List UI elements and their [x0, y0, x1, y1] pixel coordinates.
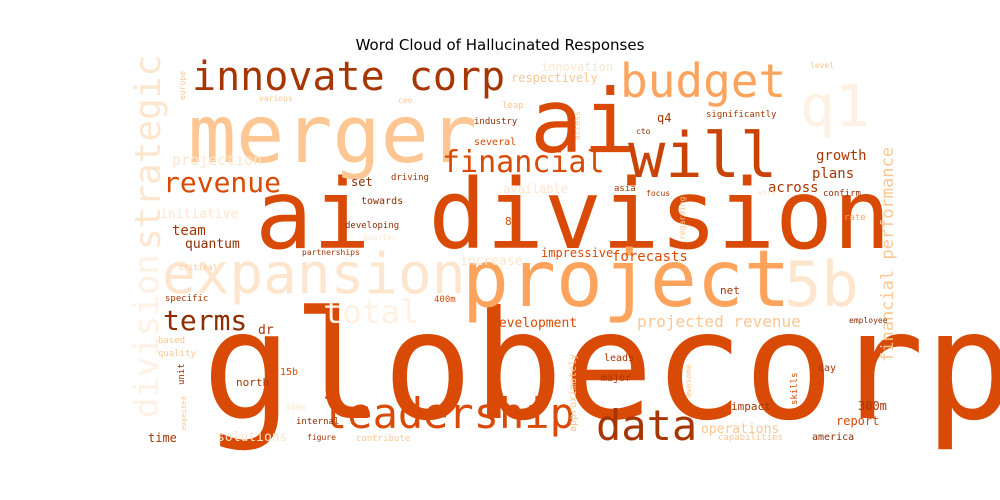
word-specific: specific — [165, 294, 208, 304]
word-day: day — [818, 363, 836, 374]
word-across: across — [768, 180, 819, 196]
word-several: several — [474, 137, 516, 148]
word-initiative: initiative — [160, 207, 238, 222]
word-operations: operations — [701, 422, 779, 437]
word-rate: rate — [844, 213, 866, 223]
word-figure: figure — [307, 433, 336, 442]
word-access: access — [573, 111, 582, 140]
word-cto: cto — [636, 127, 651, 136]
word-5b: 5b — [784, 248, 859, 321]
word-solutions: solutions — [217, 430, 287, 445]
word-projected-revenue: projected revenue — [637, 312, 801, 331]
word-employee: employee — [849, 316, 888, 325]
word-increase: increase — [460, 254, 523, 269]
word-dr: dr — [258, 323, 274, 338]
word-terms: terms — [163, 304, 247, 337]
word-400m: 400m — [434, 295, 456, 305]
word-skills: skills — [790, 372, 800, 405]
word-awesome: awesome — [684, 364, 693, 398]
word-innovation: innovation — [541, 60, 613, 74]
word-expansion: expansion — [162, 242, 465, 307]
word-focus: focus — [646, 189, 670, 198]
word-ai-division: ai division — [255, 159, 891, 271]
word-quarter: quarter — [363, 233, 397, 242]
word-revenue: revenue — [163, 166, 281, 199]
word-approximately: approximately — [568, 354, 579, 432]
word-plans: plans — [812, 166, 854, 182]
word-total: total — [323, 293, 419, 331]
word-europe: europe — [178, 71, 187, 100]
word-level: level — [810, 61, 834, 70]
word-report: report — [836, 414, 879, 428]
word-respectively: respectively — [511, 71, 598, 85]
word-asia: asia — [614, 184, 636, 194]
word-expected: expected — [180, 396, 188, 430]
word-innovate-corp: innovate corp — [192, 54, 505, 100]
word-budget: budget — [620, 54, 786, 108]
word-q4: q4 — [657, 111, 671, 125]
word-regarding: regarding — [678, 196, 687, 240]
word-based: based — [158, 336, 185, 346]
word-project: project — [462, 235, 791, 325]
word-ceo: ceo — [398, 96, 413, 105]
word-q1: q1 — [800, 72, 870, 140]
word-forecasts: forecasts — [612, 249, 688, 265]
word-ai: ai — [530, 70, 636, 173]
word-leads: leads — [604, 353, 634, 364]
word-will: will — [628, 119, 777, 192]
word-net: net — [720, 284, 740, 297]
word-unit: unit — [177, 363, 187, 385]
word-significantly: significantly — [706, 110, 777, 120]
word-developing: developing — [345, 221, 399, 231]
word-leap: leap — [502, 101, 524, 111]
word-north: north — [236, 376, 269, 389]
word-critical: critical — [179, 263, 218, 272]
word-data: data — [596, 401, 697, 450]
word-towards: towards — [361, 196, 403, 207]
chart-title: Word Cloud of Hallucinated Responses — [355, 36, 645, 54]
word-financial: financial — [442, 145, 605, 180]
word-15b: 15b — [280, 367, 298, 378]
word-globecorp: globecorp — [202, 280, 1000, 454]
word-driving: driving — [391, 173, 429, 183]
word-300m: 300m — [858, 399, 887, 413]
word-impact: impact — [731, 400, 771, 413]
word-internal: internal — [296, 417, 339, 427]
word-america: america — [812, 432, 854, 443]
word-financial-performance: financial performance — [878, 147, 898, 362]
word-industry: industry — [474, 117, 518, 127]
word-8b: 8b — [505, 215, 518, 228]
word-capabilities: capabilities — [718, 433, 783, 443]
word-development: development — [491, 316, 577, 331]
word-contribute: contribute — [356, 434, 410, 444]
word-work: work — [757, 188, 776, 197]
word-available: available — [503, 182, 568, 196]
word-set: set — [351, 175, 373, 189]
word-strategic: strategic — [128, 55, 169, 250]
word-division: division — [127, 254, 167, 418]
word-various: various — [259, 94, 293, 103]
word-major: major — [601, 373, 631, 384]
word-quantum: quantum — [185, 237, 240, 252]
word-500m: 500m — [286, 403, 305, 412]
word-merger: merger — [188, 88, 477, 181]
word-team: team — [172, 223, 206, 239]
word-quality: quality — [158, 349, 197, 359]
word-growth: growth — [816, 148, 867, 164]
word-projection: projection — [172, 151, 262, 169]
word-leadership: leadership — [322, 389, 575, 438]
word-confirm: confirm — [823, 189, 861, 199]
word-time: time — [148, 431, 177, 445]
word-partnerships: partnerships — [302, 248, 360, 257]
word-impressive: impressive — [541, 246, 613, 260]
